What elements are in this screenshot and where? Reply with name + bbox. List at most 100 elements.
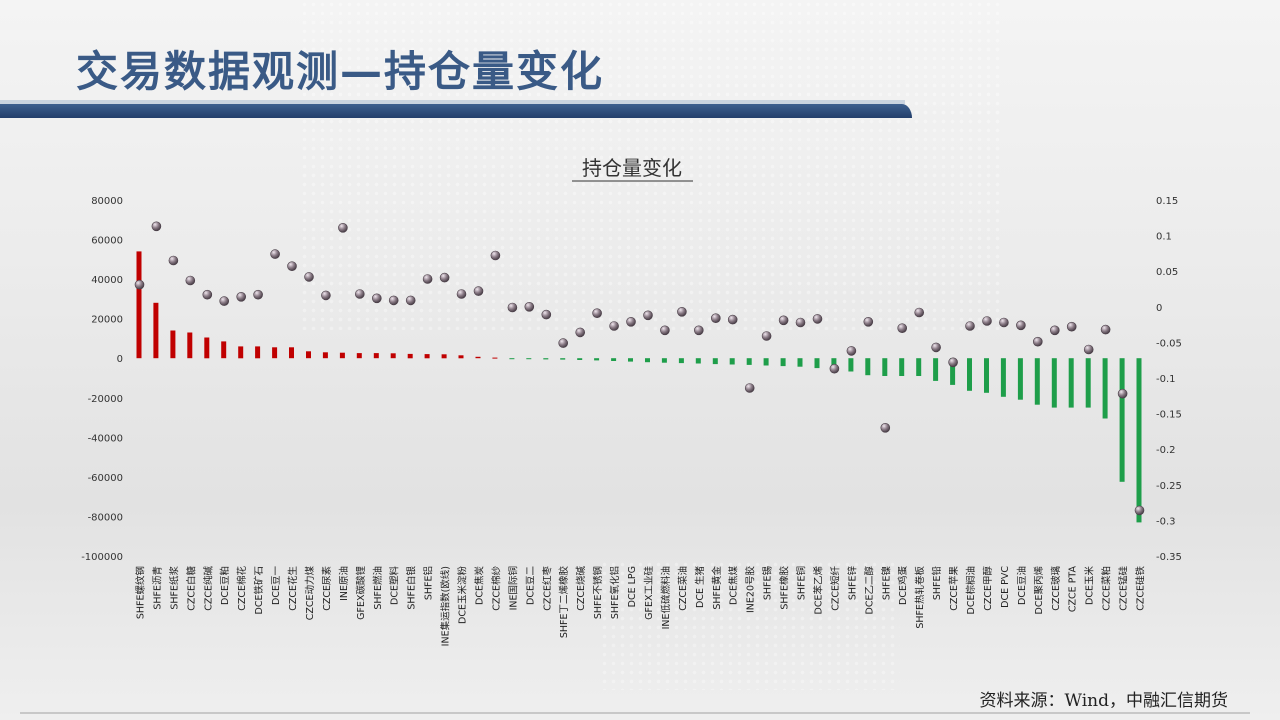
bar: [390, 353, 396, 359]
ratio-marker: [1033, 336, 1043, 347]
bar: [526, 358, 532, 360]
ratio-marker: [982, 316, 992, 326]
ratio-marker: [354, 289, 365, 299]
bar: [373, 353, 379, 359]
category-label: SHFE橡胶: [779, 566, 791, 610]
category-label: CZCE PTA: [1068, 566, 1079, 613]
ratio-marker: [134, 279, 145, 290]
ratio-marker: [897, 323, 908, 334]
category-label: SHFE沥青: [151, 566, 163, 610]
bar: [560, 358, 566, 360]
ratio-marker: [999, 317, 1009, 328]
category-label: CZCE锰硅: [1118, 566, 1130, 611]
bar: [1051, 358, 1057, 408]
category-label: DCE焦煤: [728, 566, 740, 605]
left-axis-tick-label: 40000: [91, 275, 123, 286]
ratio-marker: [626, 316, 636, 327]
category-label: DCE玉米淀粉: [457, 566, 469, 624]
ratio-marker: [710, 313, 721, 324]
category-label: DCE苯乙烯: [813, 566, 825, 615]
ratio-marker: [168, 255, 179, 266]
bar: [272, 347, 278, 359]
ratio-marker: [1100, 324, 1111, 335]
bar: [306, 351, 311, 359]
ratio-marker: [558, 338, 569, 348]
category-label: DCE豆粕: [219, 566, 231, 605]
category-label: SHFE燃油: [372, 566, 384, 610]
bar: [187, 332, 193, 359]
ratio-marker: [287, 261, 297, 272]
category-label: INE国际铜: [507, 566, 519, 610]
ratio-marker: [185, 275, 196, 286]
chart-title: 持仓量变化: [582, 156, 682, 180]
bar: [170, 330, 176, 359]
ratio-marker: [236, 291, 246, 302]
ratio-marker: [371, 293, 382, 304]
ratio-marker: [524, 301, 535, 312]
category-label: SHFE氧化铝: [609, 566, 621, 619]
bar: [780, 358, 786, 367]
right-axis-tick-label: 0.15: [1156, 196, 1178, 207]
category-label: DCE聚丙烯: [1033, 566, 1045, 615]
bar: [577, 358, 583, 360]
ratio-marker: [151, 221, 162, 232]
ratio-marker: [490, 250, 501, 261]
left-axis-tick-label: -40000: [88, 433, 123, 444]
category-label: INE原油: [338, 566, 350, 601]
bar: [424, 354, 430, 359]
background-dot-pattern: [300, 0, 1000, 330]
ratio-marker: [1134, 505, 1145, 516]
category-label: CZCE花生: [287, 566, 299, 611]
category-label: CZCE纯碱: [202, 566, 214, 611]
bar: [322, 352, 328, 359]
category-label: CZCE烧碱: [575, 566, 587, 611]
bar: [797, 358, 803, 367]
bar: [729, 358, 735, 365]
ratio-marker: [693, 325, 704, 336]
ratio-marker: [388, 295, 399, 306]
marker-series: [134, 221, 1145, 516]
category-label: SHFE丁二烯橡胶: [558, 566, 570, 639]
category-label: DCE PVC: [1000, 566, 1011, 608]
category-label: SHFE热轧卷板: [914, 566, 926, 629]
ratio-marker: [219, 296, 229, 306]
right-axis-tick-label: -0.15: [1156, 410, 1182, 421]
category-label: CZCE棉纱: [490, 566, 502, 611]
bar: [458, 355, 464, 359]
category-label: CZCE甲醇: [982, 566, 994, 611]
left-axis: -100000 -80000 -60000 -40000 -20000 0 20000 400…: [81, 196, 123, 563]
ratio-marker: [660, 325, 670, 336]
bar-series: [136, 251, 1142, 523]
bar: [865, 358, 871, 376]
category-labels: SHFE螺纹钢 SHFE沥青 SHFE纸浆 CZCE白糖 CZCE纯碱 DCE豆粕 CZCE…: [135, 566, 1147, 647]
ratio-marker: [1083, 344, 1094, 355]
bar: [136, 251, 142, 359]
ratio-marker: [846, 346, 857, 356]
ratio-marker: [338, 223, 348, 233]
category-label: CZCE尿素: [321, 566, 333, 611]
bar: [1119, 358, 1125, 482]
ratio-marker: [948, 357, 958, 368]
bar: [933, 358, 939, 381]
category-label: DCE玉米: [1084, 566, 1096, 605]
bar: [204, 337, 210, 359]
bar: [153, 302, 159, 359]
bar: [916, 358, 922, 376]
bar: [594, 358, 600, 361]
bar: [289, 347, 294, 359]
category-label: SHFE锌: [846, 566, 858, 601]
category-label: SHFE铝: [423, 566, 435, 600]
left-axis-tick-label: -80000: [88, 512, 123, 523]
bar: [1000, 358, 1006, 397]
left-axis-tick-label: 20000: [91, 315, 123, 326]
category-label: CZCE苹果: [948, 566, 960, 611]
right-axis-tick-label: 0: [1156, 303, 1162, 314]
right-axis-tick-label: -0.3: [1156, 516, 1176, 527]
bar: [221, 341, 227, 359]
bar: [899, 358, 905, 376]
bar: [441, 354, 447, 359]
category-label: CZCE菜粕: [1101, 566, 1113, 611]
left-axis-tick-label: 60000: [91, 236, 123, 247]
bar: [746, 358, 752, 365]
ratio-marker: [863, 316, 874, 327]
